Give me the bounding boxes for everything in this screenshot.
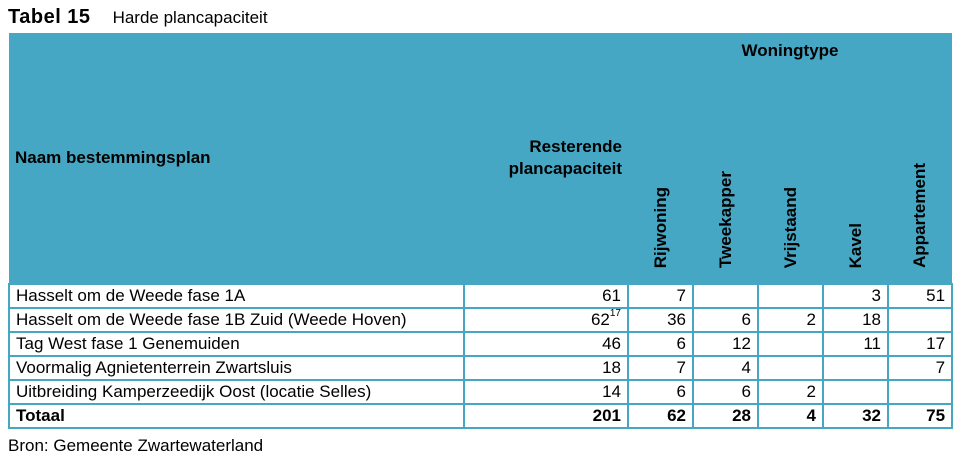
cell-tweekapper: 12 (692, 331, 759, 357)
header-type-label: Vrijstaand (780, 186, 800, 268)
cell-remaining: 46 (463, 331, 629, 357)
cell-rijwoning: 7 (627, 283, 694, 309)
cell-remaining: 6217 (463, 307, 629, 333)
cell-appartement: 7 (886, 355, 954, 381)
footnote-marker[interactable]: 17 (609, 308, 621, 319)
cell-plan-name: Tag West fase 1 Genemuiden (8, 331, 465, 357)
cell-vrijstaand (757, 331, 824, 357)
header-type-label: Appartement (910, 163, 930, 268)
header-type-label: Tweekapper (715, 170, 735, 268)
cell-rijwoning: 36 (627, 307, 694, 333)
cell-kavel: 3 (822, 283, 889, 309)
cell-plan-name: Uitbreiding Kamperzeedijk Oost (locatie … (8, 379, 465, 405)
cell-appartement: 17 (886, 331, 954, 357)
cell-kavel: 11 (822, 331, 889, 357)
total-appartement: 75 (886, 403, 954, 429)
remaining-value: 46 (602, 334, 621, 353)
table-row: Hasselt om de Weede fase 1A 61 7 3 51 (8, 283, 954, 309)
header-remaining-line1: Resterende (529, 137, 622, 156)
cell-tweekapper (692, 283, 759, 309)
total-label: Totaal (8, 403, 465, 429)
table-title: Harde plancapaciteit (112, 8, 268, 27)
total-tweekapper: 28 (692, 403, 759, 429)
header-type-vrijstaand: Vrijstaand (758, 69, 823, 284)
header-type-appartement: Appartement (888, 69, 953, 284)
table-row: Voormalig Agnietenterrein Zwartsluis 18 … (8, 355, 954, 381)
cell-rijwoning: 6 (627, 379, 694, 405)
cell-appartement (886, 379, 954, 405)
cell-plan-name: Hasselt om de Weede fase 1B Zuid (Weede … (8, 307, 465, 333)
header-type-label: Rijwoning (650, 186, 670, 268)
cell-kavel (822, 379, 889, 405)
header-type-rijwoning: Rijwoning (628, 69, 693, 284)
cell-appartement: 51 (886, 283, 954, 309)
cell-vrijstaand: 2 (757, 307, 824, 333)
total-kavel: 32 (822, 403, 889, 429)
header-type-label: Kavel (845, 222, 865, 268)
header-housing-type: Woningtype (628, 33, 953, 69)
table-row: Hasselt om de Weede fase 1B Zuid (Weede … (8, 307, 954, 333)
cell-vrijstaand (757, 283, 824, 309)
remaining-value: 62 (590, 310, 610, 329)
header-type-kavel: Kavel (823, 69, 888, 284)
remaining-value: 61 (602, 286, 621, 305)
cell-appartement (886, 307, 954, 333)
header-plan-name: Naam bestemmingsplan (9, 33, 464, 284)
cell-vrijstaand (757, 355, 824, 381)
table-number: Tabel 15 (8, 6, 91, 28)
capacity-table: Naam bestemmingsplan Resterende plancapa… (8, 33, 954, 429)
cell-vrijstaand: 2 (757, 379, 824, 405)
remaining-value: 18 (602, 358, 621, 377)
header-remaining-capacity: Resterende plancapaciteit (464, 33, 628, 284)
total-vrijstaand: 4 (757, 403, 824, 429)
cell-remaining: 18 (463, 355, 629, 381)
cell-rijwoning: 7 (627, 355, 694, 381)
total-row: Totaal 201 62 28 4 32 75 (8, 403, 954, 429)
table-row: Uitbreiding Kamperzeedijk Oost (locatie … (8, 379, 954, 405)
header-type-tweekapper: Tweekapper (693, 69, 758, 284)
total-rijwoning: 62 (627, 403, 694, 429)
cell-tweekapper: 4 (692, 355, 759, 381)
cell-rijwoning: 6 (627, 331, 694, 357)
source-note: Bron: Gemeente Zwartewaterland (8, 436, 264, 455)
table-caption: Tabel 15 Harde plancapaciteit (8, 6, 268, 32)
cell-remaining: 14 (463, 379, 629, 405)
header-remaining-line2: plancapaciteit (508, 159, 622, 178)
table-row: Tag West fase 1 Genemuiden 46 6 12 11 17 (8, 331, 954, 357)
cell-tweekapper: 6 (692, 379, 759, 405)
remaining-value: 14 (602, 382, 621, 401)
cell-plan-name: Voormalig Agnietenterrein Zwartsluis (8, 355, 465, 381)
total-remaining: 201 (463, 403, 629, 429)
cell-remaining: 61 (463, 283, 629, 309)
cell-plan-name: Hasselt om de Weede fase 1A (8, 283, 465, 309)
cell-kavel (822, 355, 889, 381)
cell-tweekapper: 6 (692, 307, 759, 333)
cell-kavel: 18 (822, 307, 889, 333)
